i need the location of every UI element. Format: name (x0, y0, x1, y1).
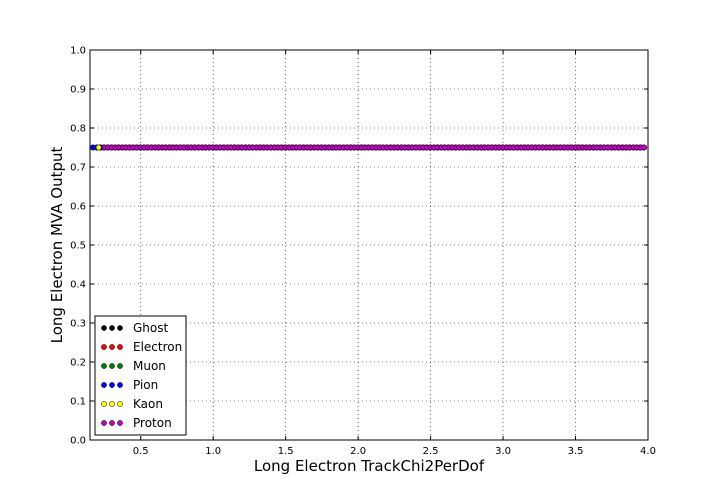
x-tick-label: 2.5 (423, 446, 439, 457)
legend-marker (101, 344, 107, 350)
legend: Ghost Electron Muon Pion Kaon Proton (94, 315, 187, 436)
legend-marker (109, 401, 115, 407)
legend-marker (101, 401, 107, 407)
y-tick-label: 0.7 (70, 163, 86, 174)
y-tick-label: 0.4 (70, 280, 86, 291)
legend-label: Proton (133, 416, 172, 430)
y-tick-label: 0.5 (70, 241, 86, 252)
data-point (641, 144, 648, 151)
series-proton (101, 144, 648, 151)
legend-marker (117, 420, 123, 426)
y-axis-ticks: 0.0 0.1 0.2 0.3 0.4 0.5 0.6 0.7 0.8 0.9 1.0 (70, 46, 648, 447)
legend-label: Pion (133, 378, 158, 392)
legend-marker (101, 420, 107, 426)
legend-marker (109, 325, 115, 331)
x-tick-label: 4.0 (640, 446, 656, 457)
y-tick-label: 0.1 (70, 397, 86, 408)
legend-marker (109, 363, 115, 369)
y-tick-label: 0.3 (70, 319, 86, 330)
y-axis-label: Long Electron MVA Output (48, 147, 66, 344)
x-axis-ticks: 0.5 1.0 1.5 2.0 2.5 3.0 3.5 4.0 (133, 50, 656, 457)
y-tick-label: 1.0 (70, 46, 86, 57)
legend-marker (101, 363, 107, 369)
x-tick-label: 3.0 (495, 446, 511, 457)
x-tick-label: 1.0 (205, 446, 221, 457)
legend-marker (117, 401, 123, 407)
x-tick-label: 2.0 (350, 446, 366, 457)
x-axis-label: Long Electron TrackChi2PerDof (254, 457, 485, 475)
y-tick-label: 0.9 (70, 85, 86, 96)
legend-marker (101, 325, 107, 331)
y-tick-label: 0.2 (70, 358, 86, 369)
legend-item-pion: Pion (101, 378, 158, 392)
grid-lines (90, 49, 649, 441)
x-tick-label: 3.5 (568, 446, 584, 457)
legend-marker (117, 382, 123, 388)
legend-marker (109, 382, 115, 388)
legend-box (94, 315, 187, 436)
legend-marker (109, 344, 115, 350)
legend-marker (109, 420, 115, 426)
legend-item-electron: Electron (101, 340, 182, 354)
x-tick-label: 0.5 (133, 446, 149, 457)
legend-label: Muon (133, 359, 166, 373)
x-tick-label: 1.5 (278, 446, 294, 457)
legend-label: Electron (133, 340, 182, 354)
legend-item-kaon: Kaon (101, 397, 163, 411)
legend-marker (117, 363, 123, 369)
legend-item-proton: Proton (101, 416, 172, 430)
legend-marker (117, 344, 123, 350)
y-tick-label: 0.6 (70, 202, 86, 213)
scatter-points (90, 144, 648, 151)
data-point (95, 144, 102, 151)
y-tick-label: 0.0 (70, 436, 86, 447)
legend-item-muon: Muon (101, 359, 166, 373)
legend-label: Ghost (133, 321, 168, 335)
legend-marker (117, 325, 123, 331)
y-tick-label: 0.8 (70, 124, 86, 135)
legend-label: Kaon (133, 397, 163, 411)
legend-item-ghost: Ghost (101, 321, 168, 335)
legend-marker (101, 382, 107, 388)
